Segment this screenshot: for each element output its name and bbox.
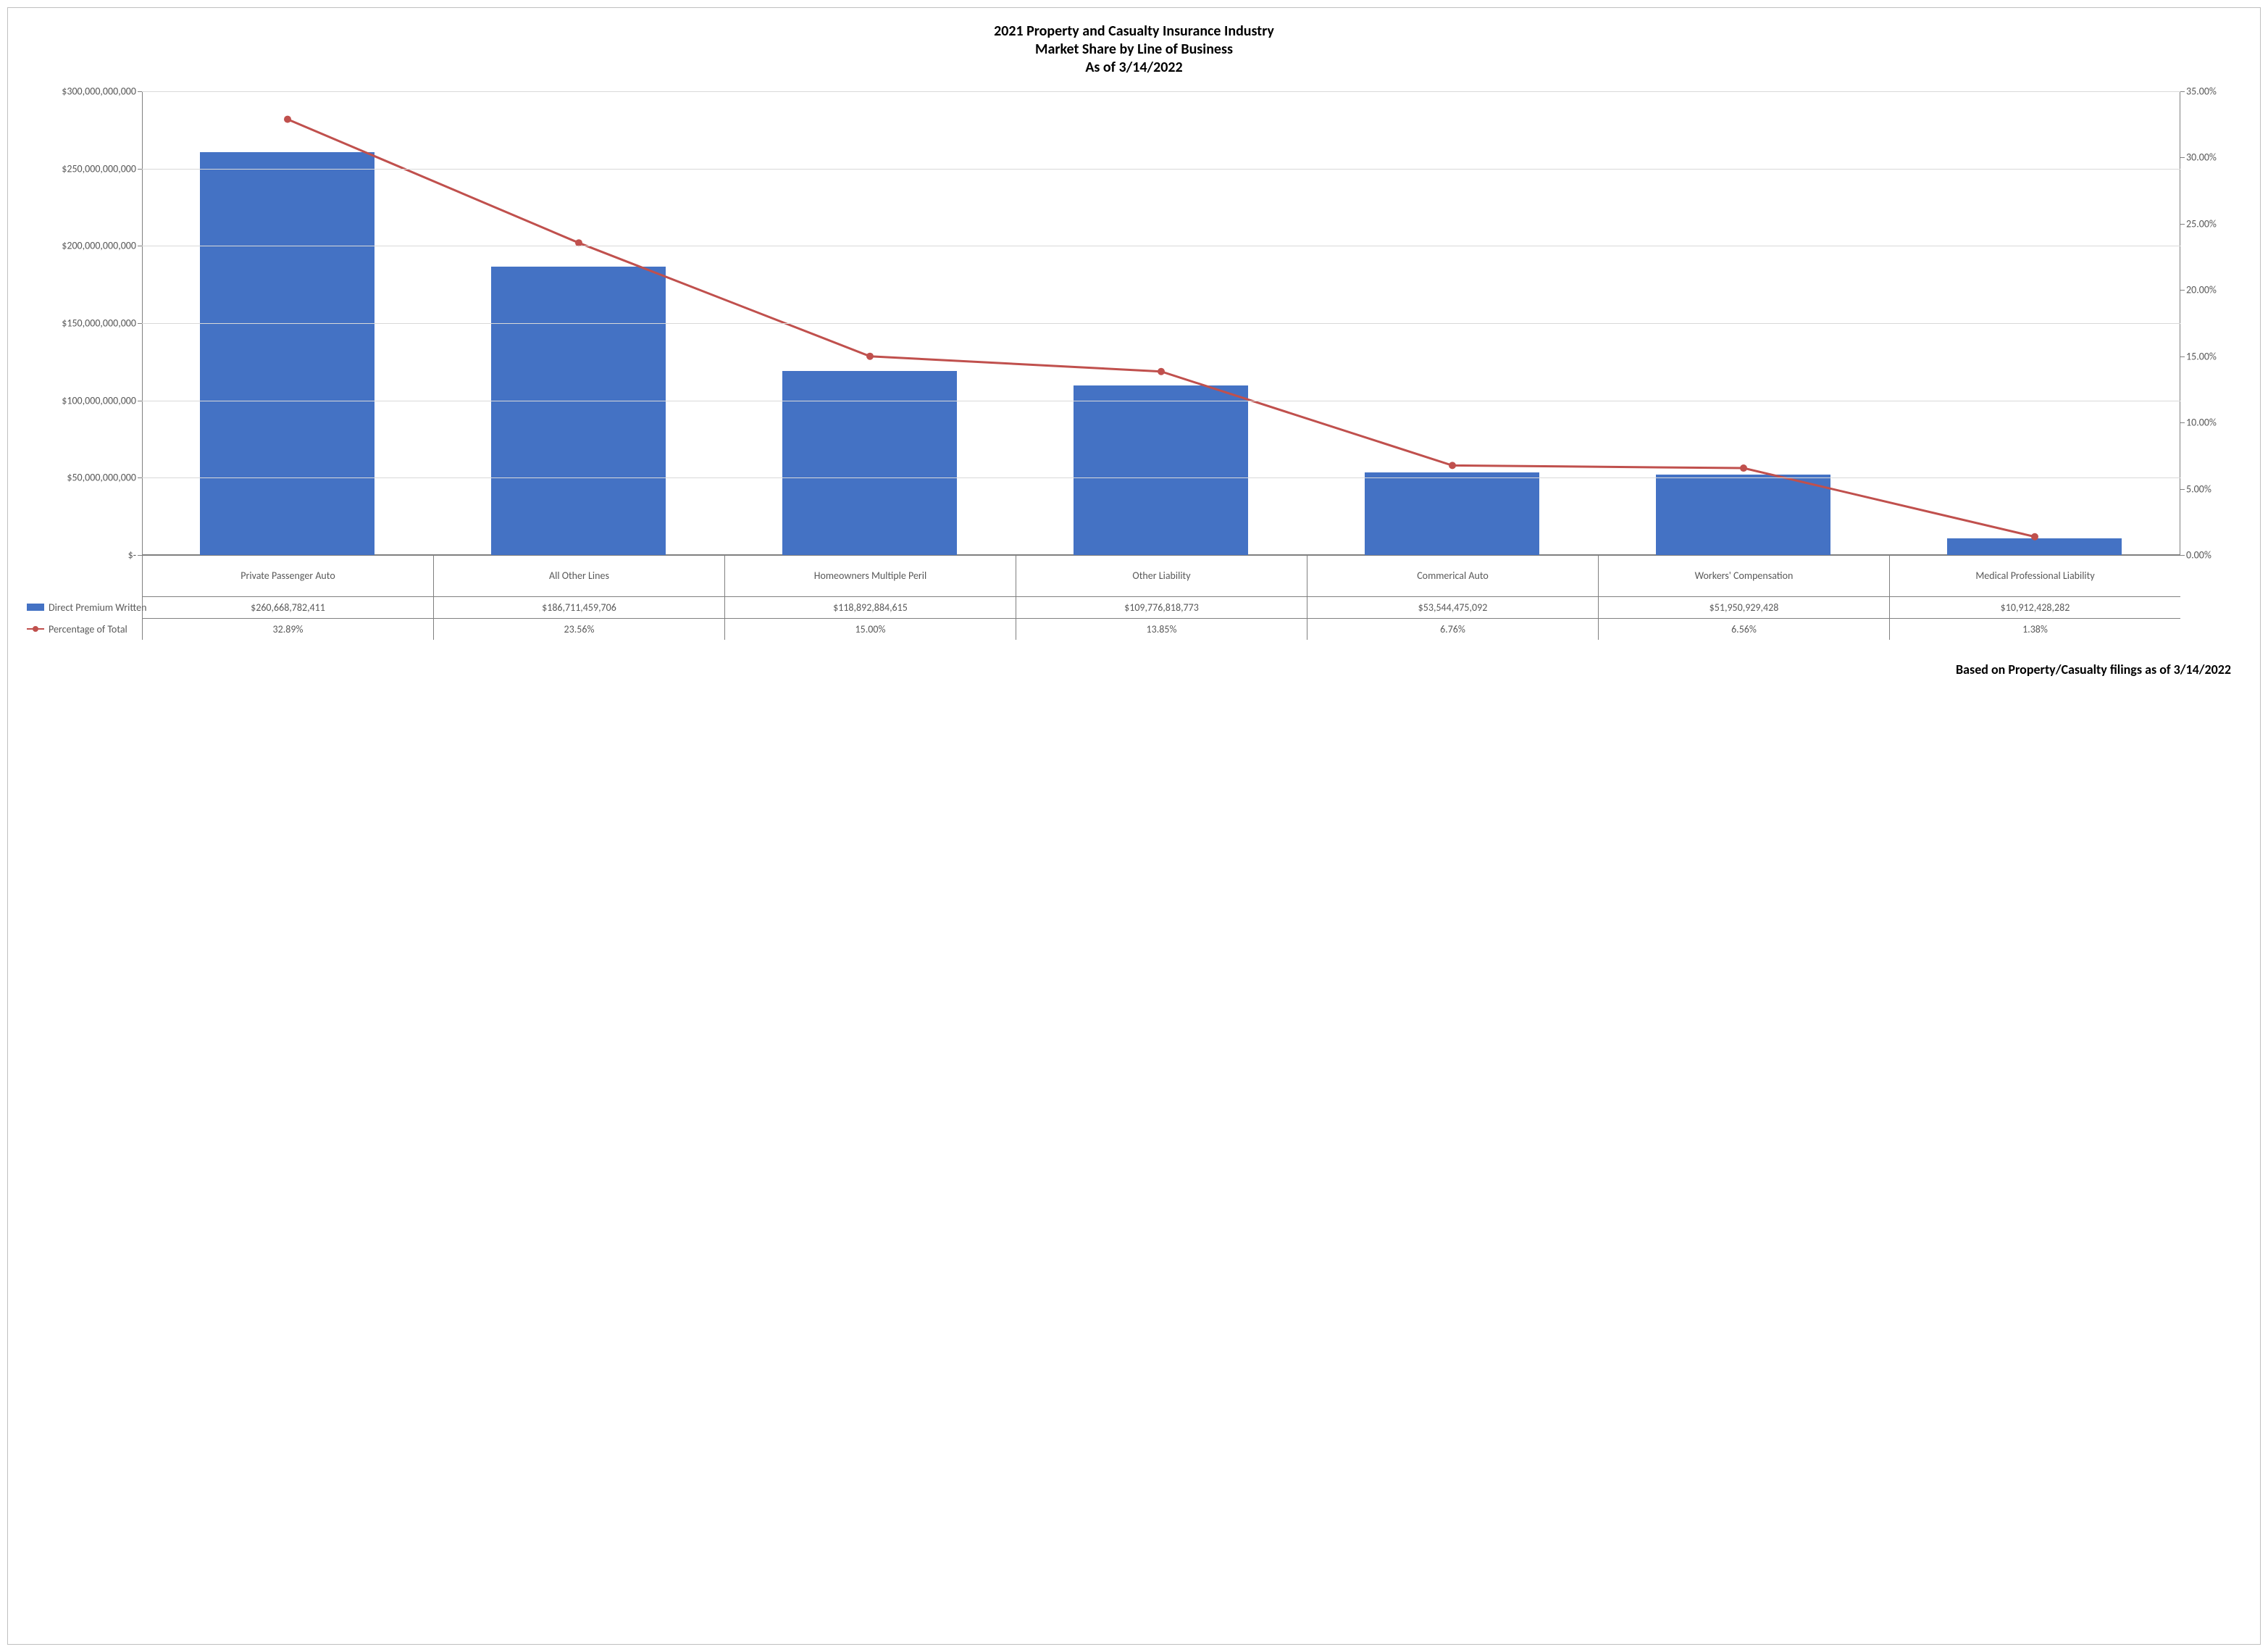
y-left-tick: [138, 323, 142, 324]
y-left-tick-label: $250,000,000,000: [62, 162, 142, 175]
plot-area: $-$50,000,000,000$100,000,000,000$150,00…: [142, 91, 2180, 555]
y-right-tick: [2180, 290, 2185, 291]
plot-wrap: $-$50,000,000,000$100,000,000,000$150,00…: [30, 91, 2238, 640]
category-label: Private Passenger Auto: [142, 556, 433, 596]
category-label: All Other Lines: [433, 556, 724, 596]
y-right-tick: [2180, 224, 2185, 225]
category-label: Workers' Compensation: [1598, 556, 1889, 596]
bar-value: $53,544,475,092: [1307, 597, 1598, 618]
y-left-tick-label: $200,000,000,000: [62, 240, 142, 252]
y-left-tick: [138, 91, 142, 92]
y-right-tick-label: 15.00%: [2180, 350, 2217, 362]
legend-bar-label: Direct Premium Written: [49, 601, 146, 614]
line-marker: [2031, 533, 2038, 541]
legend-line: Percentage of Total: [22, 618, 164, 640]
line-marker: [866, 353, 874, 360]
line-value-row: 32.89%23.56%15.00%13.85%6.76%6.56%1.38%: [142, 618, 2180, 640]
title-line-1: 2021 Property and Casualty Insurance Ind…: [30, 22, 2238, 41]
line-value: 15.00%: [724, 619, 1016, 640]
line-marker: [1449, 462, 1456, 469]
y-right-tick-label: 0.00%: [2180, 549, 2211, 562]
gridline: [142, 169, 2180, 170]
y-right-tick: [2180, 555, 2185, 556]
data-table: Private Passenger AutoAll Other LinesHom…: [142, 555, 2180, 640]
category-label: Other Liability: [1016, 556, 1307, 596]
y-left-tick-label: $50,000,000,000: [67, 472, 142, 484]
y-right-tick: [2180, 157, 2185, 158]
y-right-tick-label: 35.00%: [2180, 85, 2217, 98]
chart-container: 2021 Property and Casualty Insurance Ind…: [7, 7, 2261, 1645]
y-left-tick: [138, 477, 142, 478]
legend-bar: Direct Premium Written: [22, 596, 164, 618]
category-label: Commerical Auto: [1307, 556, 1598, 596]
y-right-tick-label: 20.00%: [2180, 284, 2217, 296]
line-marker: [284, 116, 291, 123]
line-value: 6.76%: [1307, 619, 1598, 640]
bar-value: $118,892,884,615: [724, 597, 1016, 618]
category-row: Private Passenger AutoAll Other LinesHom…: [142, 556, 2180, 596]
category-label: Homeowners Multiple Peril: [724, 556, 1016, 596]
bar-value: $10,912,428,282: [1889, 597, 2180, 618]
bar-value-row: $260,668,782,411$186,711,459,706$118,892…: [142, 596, 2180, 618]
y-right-tick-label: 25.00%: [2180, 217, 2217, 230]
footer-note: Based on Property/Casualty filings as of…: [30, 662, 2238, 677]
line-value: 1.38%: [1889, 619, 2180, 640]
y-right-tick-label: 10.00%: [2180, 417, 2217, 429]
title-line-3: As of 3/14/2022: [30, 59, 2238, 77]
bar-value: $51,950,929,428: [1598, 597, 1889, 618]
gridline: [142, 477, 2180, 478]
line-value: 32.89%: [142, 619, 433, 640]
y-right-tick: [2180, 91, 2185, 92]
line-value: 23.56%: [433, 619, 724, 640]
line-value: 6.56%: [1598, 619, 1889, 640]
gridline: [142, 91, 2180, 92]
y-left-tick: [138, 169, 142, 170]
bar-value: $109,776,818,773: [1016, 597, 1307, 618]
line-marker: [1158, 368, 1165, 375]
y-right-tick: [2180, 489, 2185, 490]
title-line-2: Market Share by Line of Business: [30, 41, 2238, 59]
y-right-tick-label: 30.00%: [2180, 151, 2217, 164]
y-right-tick-label: 5.00%: [2180, 483, 2211, 495]
legend-swatch-bar: [27, 604, 44, 611]
bar-value: $186,711,459,706: [433, 597, 724, 618]
y-right-tick: [2180, 422, 2185, 423]
gridline: [142, 323, 2180, 324]
y-left-tick-label: $100,000,000,000: [62, 394, 142, 406]
chart-title: 2021 Property and Casualty Insurance Ind…: [30, 22, 2238, 77]
plot-inner: $-$50,000,000,000$100,000,000,000$150,00…: [142, 91, 2180, 555]
y-left-tick-label: $150,000,000,000: [62, 317, 142, 330]
category-label: Medical Professional Liability: [1889, 556, 2180, 596]
line-value: 13.85%: [1016, 619, 1307, 640]
legend-swatch-line: [27, 628, 44, 630]
legend-line-label: Percentage of Total: [49, 623, 127, 635]
y-left-tick-label: $300,000,000,000: [62, 85, 142, 98]
bar-value: $260,668,782,411: [142, 597, 433, 618]
y-right-tick: [2180, 356, 2185, 357]
line-marker: [1740, 464, 1747, 472]
